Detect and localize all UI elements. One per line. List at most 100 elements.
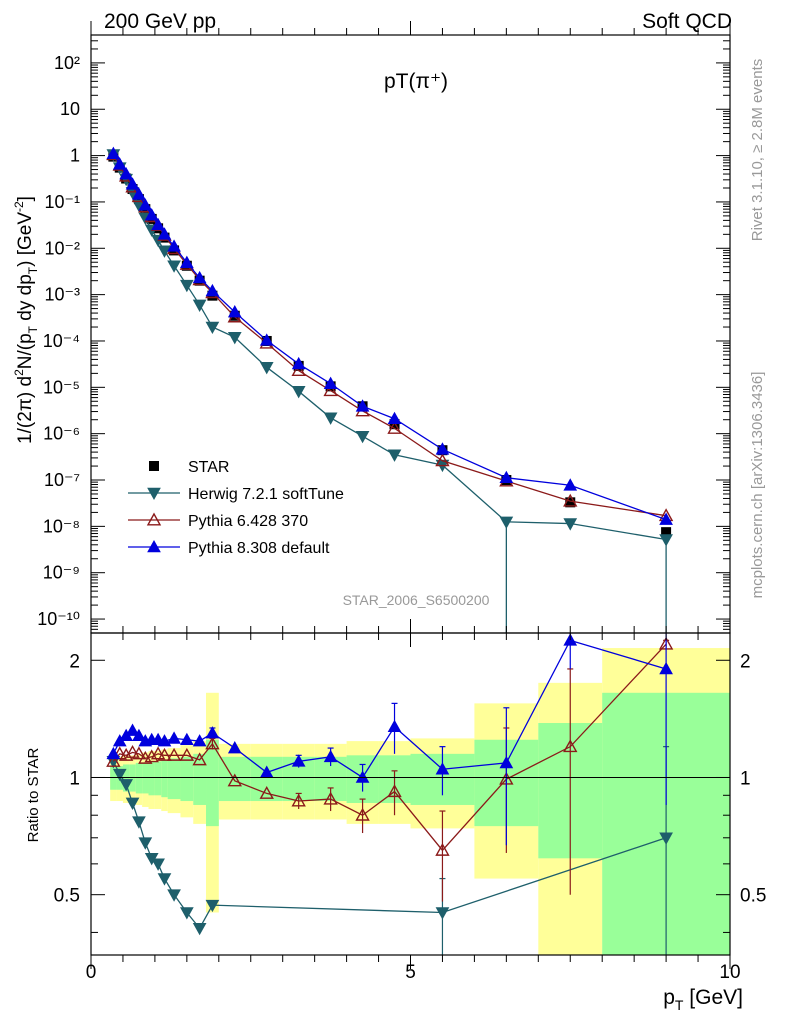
legend-entry-star: STAR <box>149 459 229 476</box>
uncertainty-band-inner <box>206 739 219 827</box>
data-point <box>259 333 274 346</box>
data-point <box>138 198 153 211</box>
y-tick-label: 10⁻⁷ <box>44 470 80 490</box>
data-point <box>151 217 165 231</box>
main-plot-frame <box>90 34 731 634</box>
data-point <box>106 746 121 760</box>
data-point <box>131 746 147 760</box>
data-point <box>205 899 220 913</box>
y-tick-label-right: 1 <box>740 768 751 789</box>
legend-entry-pythia-8-308-default: Pythia 8.308 default <box>128 539 330 557</box>
data-point <box>387 719 402 733</box>
data-point <box>259 785 274 799</box>
y-tick-label: 10⁻³ <box>44 285 80 305</box>
data-point <box>119 779 133 792</box>
main-chart-title: pT(π⁺) <box>384 70 448 93</box>
data-point <box>435 442 450 455</box>
legend: STAR Herwig 7.2.1 softTune Pythia 6.428 37… <box>128 459 344 557</box>
y-tick-label: 2 <box>69 651 80 672</box>
ratio-series-layer <box>106 633 674 955</box>
x-tick-label: 5 <box>405 962 416 983</box>
x-axis-label: pT [GeV] <box>663 986 743 1013</box>
y-tick-label: 1 <box>70 146 80 166</box>
data-point <box>125 797 140 811</box>
ratio-series-pythia-8-308-default <box>106 633 673 846</box>
rivet-version-label: Rivet 3.1.10, ≥ 2.8M events <box>749 59 766 242</box>
data-point <box>435 762 450 775</box>
data-point <box>180 907 194 920</box>
header-right-label: Soft QCD <box>642 10 732 33</box>
data-point <box>563 478 578 491</box>
ratio-y-axis-label: Ratio to STAR <box>25 747 42 842</box>
uncertainty-band-inner <box>167 758 181 800</box>
uncertainty-band-inner <box>154 761 162 796</box>
uncertainty-band-inner <box>180 756 194 802</box>
y-tick-label: 1 <box>69 768 80 789</box>
data-point <box>435 453 450 467</box>
uncertainty-band-inner <box>193 753 207 805</box>
data-point <box>167 889 181 902</box>
data-point <box>132 187 146 200</box>
data-point <box>389 419 400 430</box>
data-point <box>323 383 338 397</box>
data-point <box>565 497 576 508</box>
legend-label: STAR <box>188 459 229 476</box>
data-point <box>205 321 220 335</box>
y-tick-label: 10⁻¹⁰ <box>37 609 80 629</box>
data-point <box>157 873 172 886</box>
legend-marker <box>147 539 161 553</box>
data-point <box>387 784 402 798</box>
data-point <box>157 734 172 747</box>
data-point <box>151 858 165 871</box>
data-point <box>387 449 402 462</box>
data-point <box>166 747 182 761</box>
y-tick-label: 10 <box>60 99 80 119</box>
series-pythia-8-308-default <box>106 146 673 525</box>
legend-entry-herwig-7-2-1-softtune: Herwig 7.2.1 softTune <box>128 486 344 503</box>
axis-ticks <box>90 21 731 969</box>
data-point <box>138 837 153 850</box>
data-point <box>323 412 338 425</box>
data-point <box>323 791 338 805</box>
data-point <box>157 747 172 761</box>
data-point <box>180 279 194 293</box>
data-point <box>435 842 450 856</box>
data-point <box>291 793 306 807</box>
data-point <box>112 768 127 782</box>
mcplots-label: mcplots.cern.ch [arXiv:1306.3436] <box>749 372 766 599</box>
data-point <box>192 734 207 747</box>
data-point <box>659 661 673 675</box>
data-point <box>291 386 306 399</box>
series-star <box>108 151 672 538</box>
data-point <box>118 747 134 761</box>
y-tick-label: 10⁻⁶ <box>43 424 80 444</box>
data-point <box>125 177 140 190</box>
y-tick-label: 10⁻⁵ <box>43 377 80 397</box>
legend-marker <box>146 512 162 526</box>
header-left-label: 200 GeV pp <box>104 10 216 33</box>
data-point <box>205 726 220 739</box>
data-point <box>227 332 242 345</box>
data-point <box>180 732 194 746</box>
series-line <box>112 154 667 541</box>
data-point <box>125 723 140 736</box>
data-point <box>661 527 672 538</box>
data-point <box>291 754 306 767</box>
legend-label: Herwig 7.2.1 softTune <box>188 486 344 503</box>
uncertainty-band-inner <box>142 762 149 794</box>
data-point <box>132 728 146 742</box>
data-point <box>112 157 127 170</box>
uncertainty-band-inner <box>135 762 143 794</box>
y-tick-label: 10⁻⁸ <box>43 516 80 536</box>
legend-label: Pythia 6.428 370 <box>188 513 308 530</box>
data-point <box>125 744 140 758</box>
data-point <box>227 305 242 318</box>
data-point <box>192 922 207 936</box>
data-point <box>291 363 306 377</box>
data-point <box>355 399 370 412</box>
main-series-layer <box>106 146 674 633</box>
y-tick-label-right: 2 <box>740 651 751 672</box>
data-point <box>355 807 370 821</box>
data-point <box>157 227 172 240</box>
